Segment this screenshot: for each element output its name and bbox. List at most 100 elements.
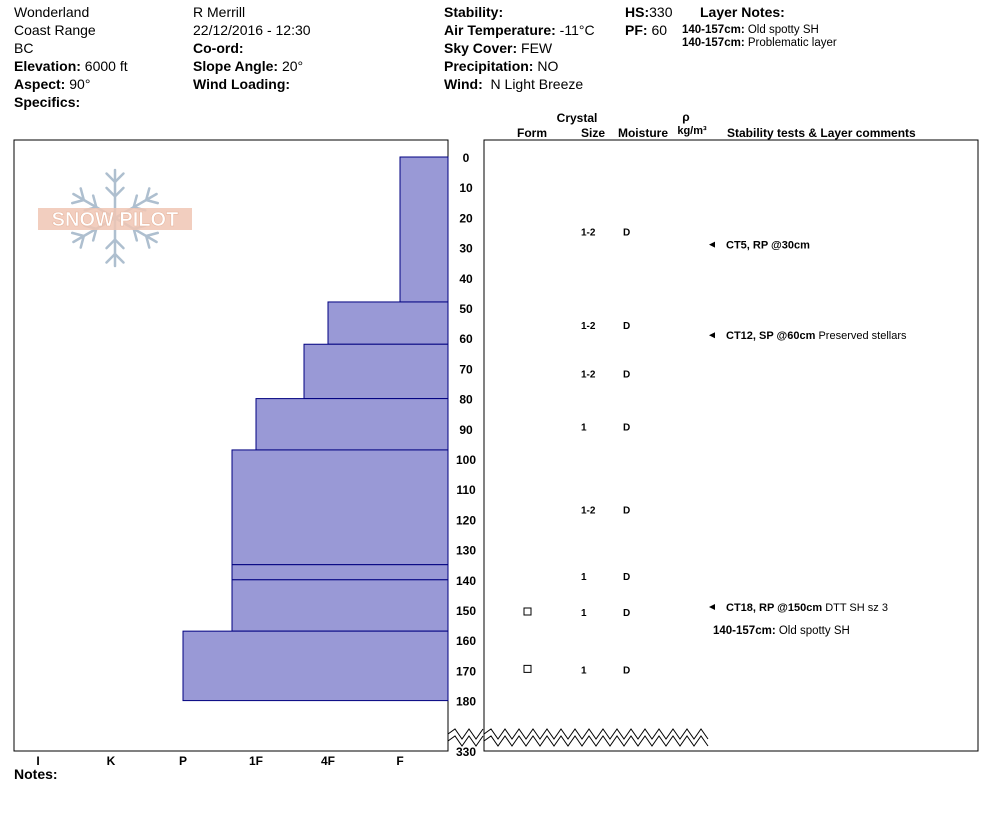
hardness-bar-1 [399, 156, 449, 303]
depth-label-10: 10 [459, 181, 473, 195]
depth-break-label: 330 [456, 745, 476, 759]
flake-branch [132, 227, 139, 242]
crystal-size-8: 1 [581, 665, 587, 676]
stability-header: Stability tests & Layer comments [727, 126, 916, 140]
precip-value: NO [537, 58, 559, 74]
flake-branch [105, 186, 117, 198]
hardness-bar-7 [231, 579, 449, 632]
axis-break [483, 728, 709, 740]
stability-test-code: CT5, RP @30cm [726, 240, 810, 252]
crystal-size-2: 1-2 [581, 321, 596, 332]
logo-text: SNOW PILOT [52, 209, 179, 231]
moisture-7: D [623, 608, 630, 619]
sky-cover: Sky Cover: FEW [444, 40, 552, 56]
axis-break [483, 735, 709, 747]
moisture-4: D [623, 422, 630, 433]
specifics-label: Specifics: [14, 94, 81, 110]
stability-test-comment: Preserved stellars [815, 330, 907, 342]
hs-value: 330 [649, 4, 673, 20]
hardness-tick-F: F [396, 754, 403, 768]
notes-label: Notes: [14, 766, 58, 782]
faceted-crystal-icon [523, 664, 532, 673]
flake-branch [91, 227, 98, 242]
size-header: Size [581, 126, 605, 140]
wind-value: N Light Breeze [490, 76, 584, 92]
layer-note-1: 140-157cm: Old spotty SH [682, 24, 819, 37]
depth-label-70: 70 [459, 362, 473, 376]
elevation: Elevation: 6000 ft [14, 58, 128, 74]
rho-header: ρ [682, 110, 689, 124]
flake-branch [105, 238, 117, 250]
test-arrow-head [709, 241, 715, 248]
moisture-8: D [623, 665, 630, 676]
observer: R Merrill [193, 4, 246, 20]
precipitation-particle-icon [524, 421, 533, 429]
moisture-2: D [623, 321, 630, 332]
layer-comment-range: 140-157cm: [713, 625, 776, 637]
precip-label: Precipitation: [444, 58, 534, 74]
wind-loading-label: Wind Loading: [193, 76, 291, 92]
hs: HS:330 [625, 4, 672, 20]
depth-label-150: 150 [456, 604, 476, 618]
depth-label-180: 180 [456, 695, 476, 709]
layer-note-2-range: 140-157cm: [682, 37, 745, 49]
elevation-label: Elevation: [14, 58, 81, 74]
precipitation-particle-icon [524, 368, 533, 376]
hardness-bar-5 [231, 449, 449, 566]
depth-label-100: 100 [456, 453, 476, 467]
sky-value: FEW [521, 40, 553, 56]
layer-note-2: 140-157cm: Problematic layer [682, 37, 837, 50]
depth-label-0: 0 [463, 151, 470, 165]
density-unit-header: kg/m³ [677, 125, 707, 137]
precipitation-particle-icon [524, 320, 533, 328]
stability-test-code: CT12, SP @60cm [726, 330, 816, 342]
hardness-tick-I: I [36, 754, 39, 768]
moisture-6: D [623, 572, 630, 583]
depth-label-50: 50 [459, 302, 473, 316]
air-temp-value: -11°C [559, 22, 595, 38]
crystal-size-3: 1-2 [581, 369, 596, 380]
moisture-header: Moisture [618, 126, 668, 140]
datetime: 22/12/2016 - 12:30 [193, 22, 311, 38]
stability-test-code: CT18, RP @150cm [726, 602, 822, 614]
stability-test-1: CT5, RP @30cm [726, 240, 810, 252]
depth-label-60: 60 [459, 332, 473, 346]
aspect-label: Aspect: [14, 76, 66, 92]
pf-value: 60 [651, 22, 668, 38]
depth-label-40: 40 [459, 272, 473, 286]
stability-test-comment: DTT SH sz 3 [822, 602, 888, 614]
faceted-crystal-icon [523, 607, 532, 616]
slope: Slope Angle: 20° [193, 58, 303, 74]
hs-label: HS: [625, 4, 650, 20]
hardness-bar-4 [255, 398, 449, 451]
moisture-5: D [623, 505, 630, 516]
boundary-connector [484, 580, 511, 583]
air-temperature: Air Temperature: -11°C [444, 22, 595, 38]
wind-label: Wind: [444, 76, 483, 92]
flake-branch [144, 234, 151, 249]
moisture-1: D [623, 227, 630, 238]
slope-label: Slope Angle: [193, 58, 279, 74]
hardness-tick-1F: 1F [249, 754, 263, 768]
flake-branch [70, 231, 86, 238]
boundary-connector [484, 565, 511, 574]
layer-table-frame [483, 139, 979, 752]
layer-comment-text: Old spotty SH [776, 625, 850, 637]
crystal-header: Crystal [557, 111, 598, 125]
elevation-value: 6000 ft [84, 58, 128, 74]
depth-label-160: 160 [456, 634, 476, 648]
layer-notes-label: Layer Notes: [700, 4, 785, 20]
stability-label: Stability: [444, 4, 504, 20]
sky-label: Sky Cover: [444, 40, 518, 56]
depth-label-140: 140 [456, 574, 476, 588]
test-arrow-head [709, 332, 715, 339]
air-temp-label: Air Temperature: [444, 22, 556, 38]
precipitation-particle-icon [524, 504, 533, 512]
flake-branch [70, 198, 86, 205]
flake-branch [105, 172, 117, 184]
hardness-tick-4F: 4F [321, 754, 335, 768]
layer-note-2-text: Problematic layer [747, 37, 837, 49]
wind: Wind: N Light Breeze [444, 76, 583, 92]
precipitation-particle-icon [524, 571, 533, 579]
range: Coast Range [14, 22, 96, 38]
